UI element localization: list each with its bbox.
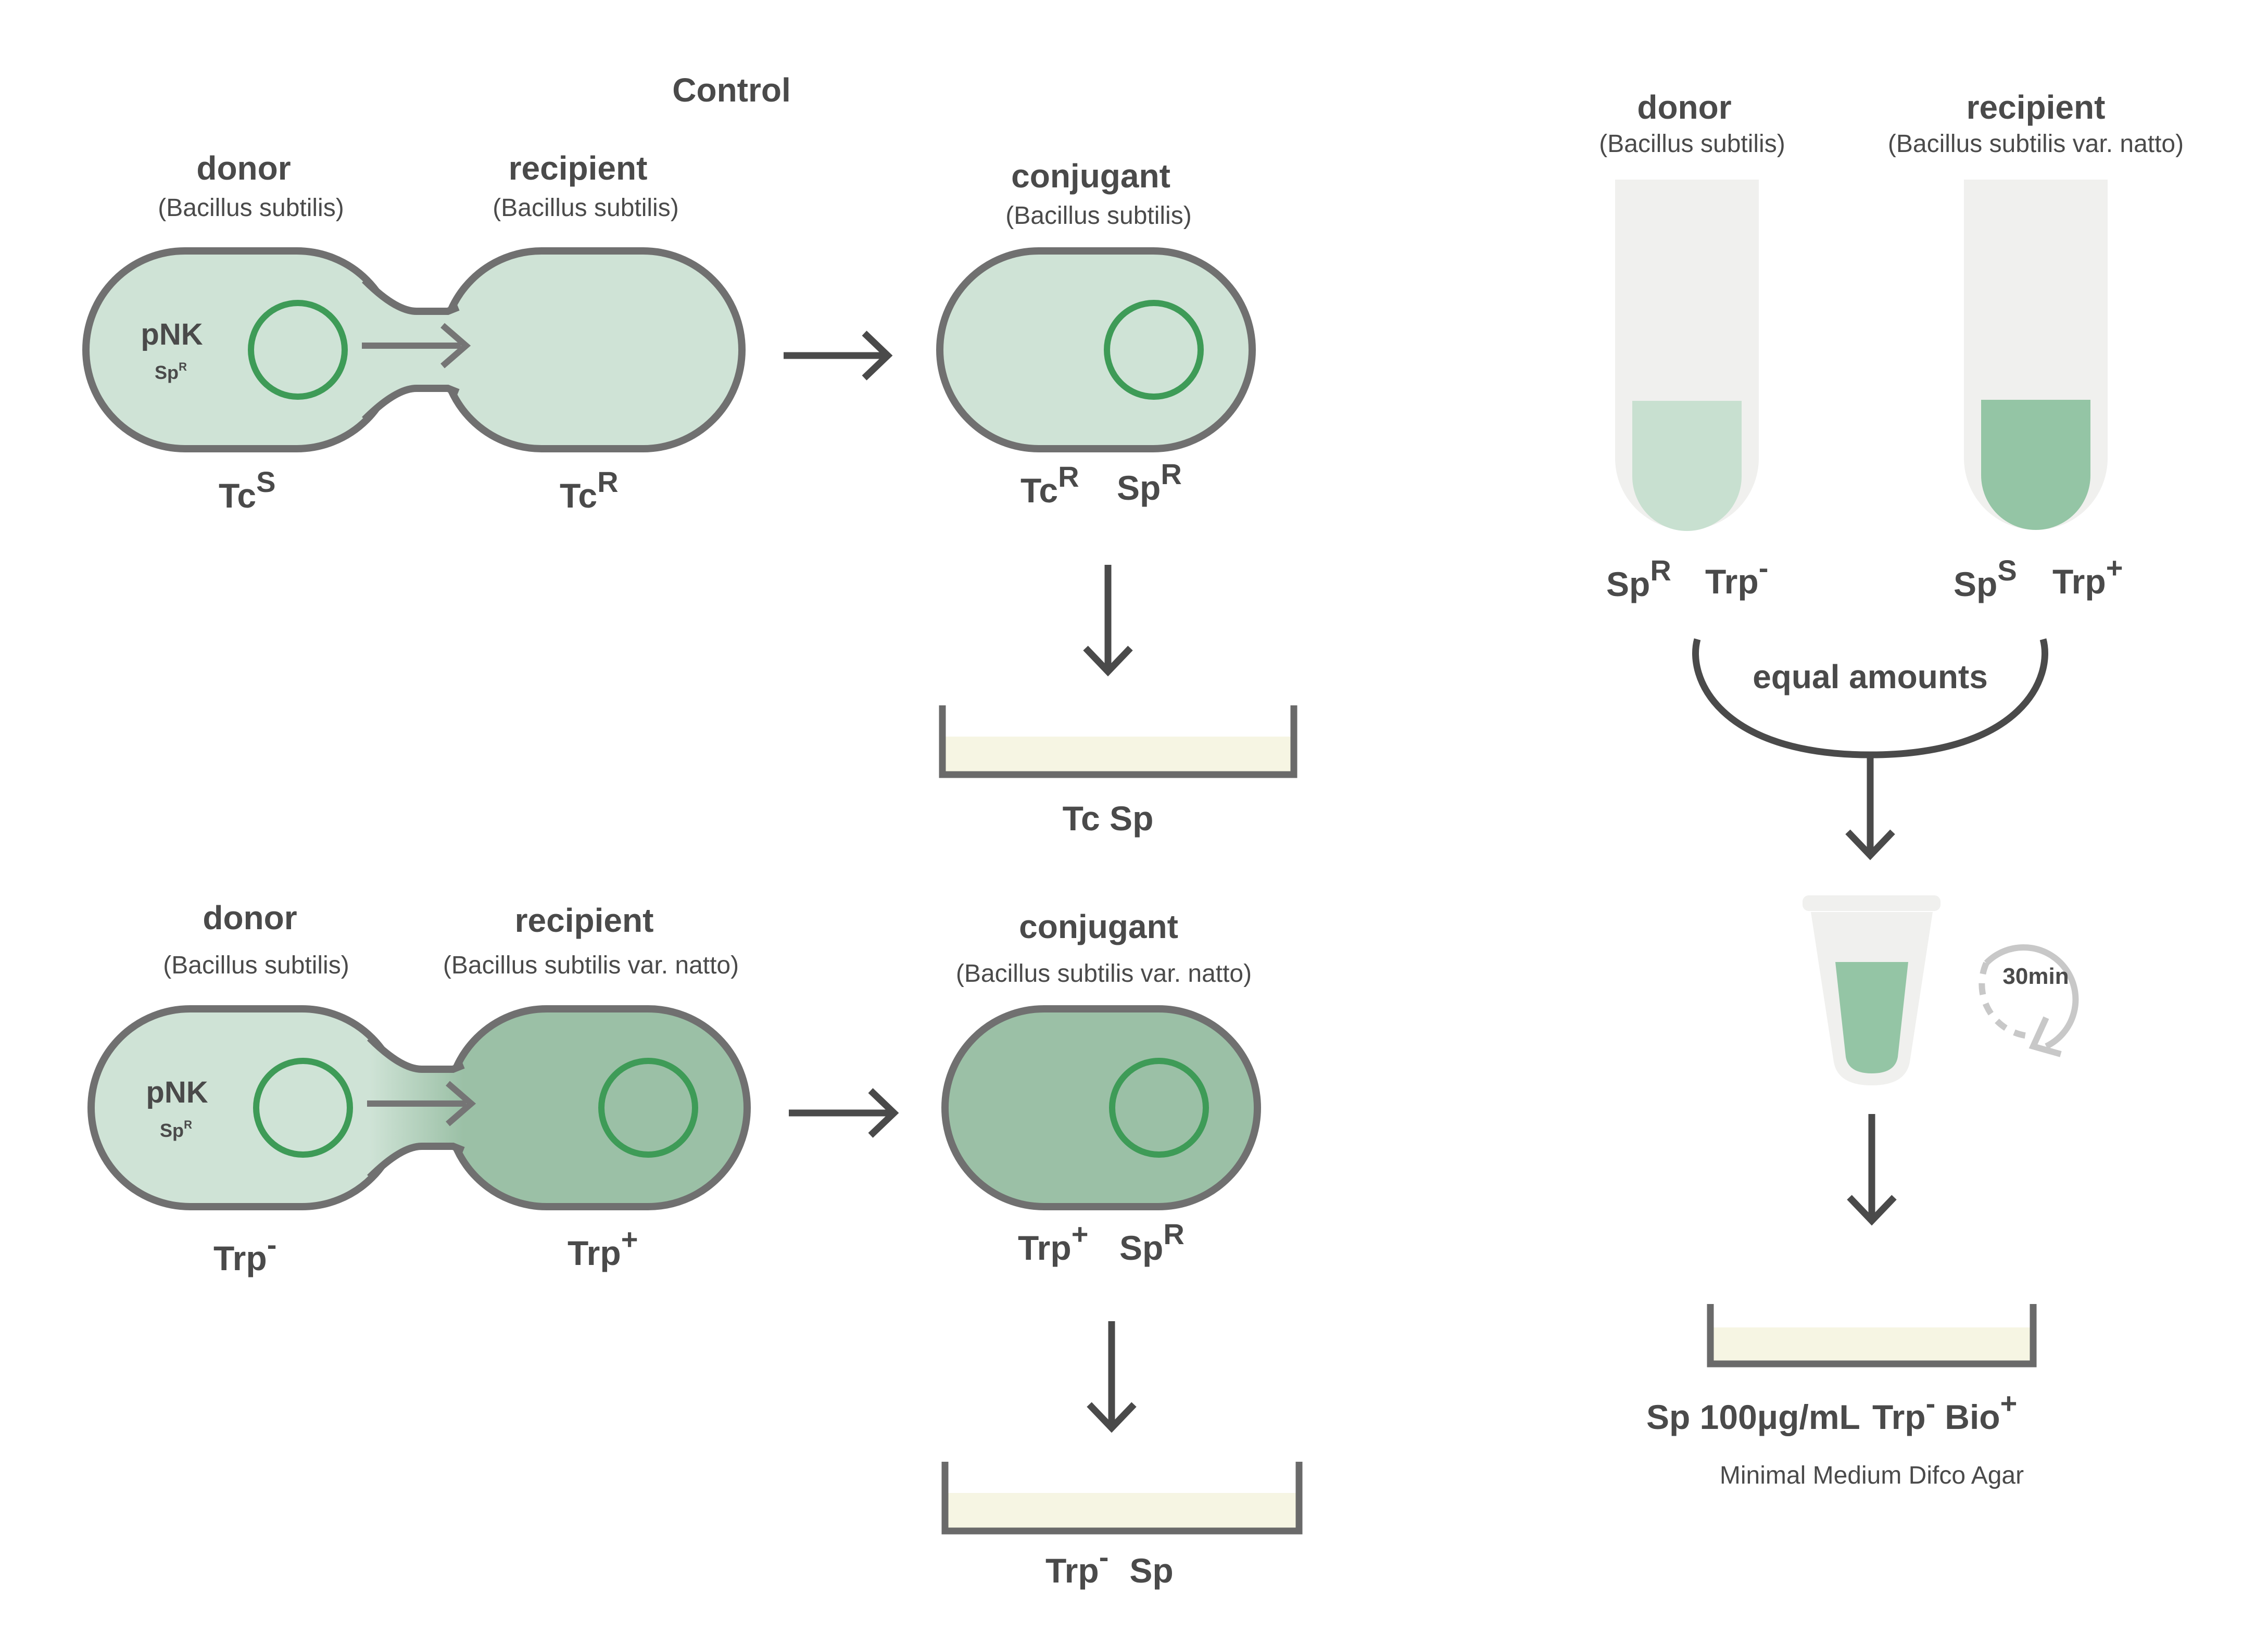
protocol-down-arrow [1849, 1114, 1894, 1221]
control-plasmid-name: pNK [141, 318, 203, 351]
protocol-donor-title: donor [1637, 88, 1731, 126]
protocol-recipient-title: recipient [1967, 88, 2106, 126]
donor-tube-marker-1: SpR [1606, 554, 1671, 603]
control-recipient-cell [443, 251, 742, 449]
exp-right-arrow [789, 1091, 894, 1135]
recipient-tube [1964, 180, 2108, 530]
exp-mating-pair: pNK SpR [91, 1009, 747, 1207]
control-plate-label: Tc Sp [1063, 799, 1154, 838]
control-conjugant-cell [940, 251, 1252, 449]
exp-donor-species: (Bacillus subtilis) [163, 952, 349, 979]
exp-conjugant-marker-1: Trp+ [1018, 1218, 1088, 1267]
exp-donor-title: donor [203, 899, 297, 936]
protocol-medium: Minimal Medium Difco Agar [1720, 1462, 2024, 1489]
control-plate [942, 705, 1294, 775]
protocol-plate-label: Sp 100μg/mL Trp- Bio+ [1646, 1387, 2017, 1436]
recipient-tube-marker-1: SpS [1954, 554, 2017, 603]
mix-label: equal amounts [1753, 658, 1988, 695]
recipient-tube-marker-2: Trp+ [2052, 551, 2123, 601]
control-recipient-marker: TcR [560, 465, 619, 515]
control-conjugant-title: conjugant [1011, 157, 1170, 195]
exp-conjugant-marker-2: SpR [1119, 1218, 1185, 1267]
control-conjugant-marker-2: SpR [1117, 458, 1182, 507]
control-right-arrow [784, 333, 888, 378]
exp-recipient-marker: Trp+ [568, 1223, 638, 1272]
microcentrifuge-tube [1803, 895, 1941, 1085]
control-heading: Control [672, 71, 791, 109]
exp-recipient-cell [448, 1009, 747, 1207]
incubation-time: 30min [2002, 964, 2069, 989]
exp-conjugant-cell [945, 1009, 1257, 1207]
exp-recipient-title: recipient [515, 902, 654, 939]
exp-donor-marker: Trp- [213, 1228, 276, 1277]
control-donor-title: donor [196, 149, 291, 187]
control-donor-cell [86, 251, 396, 449]
exp-donor-cell [91, 1009, 401, 1207]
protocol-plate [1710, 1304, 2033, 1364]
control-mating-pair: pNK SpR [86, 251, 742, 449]
donor-tube [1615, 180, 1759, 531]
control-recipient-title: recipient [509, 149, 648, 187]
exp-plate-label: Trp- Sp [1045, 1540, 1174, 1590]
control-donor-species: (Bacillus subtilis) [158, 194, 344, 222]
donor-tube-marker-2: Trp- [1705, 551, 1768, 601]
exp-conjugant-title: conjugant [1019, 908, 1178, 945]
exp-plasmid-name: pNK [146, 1075, 208, 1109]
exp-recipient-species: (Bacillus subtilis var. natto) [443, 952, 739, 979]
exp-conjugant-species: (Bacillus subtilis var. natto) [956, 960, 1252, 988]
control-donor-marker: TcS [219, 465, 275, 515]
exp-plate [945, 1462, 1299, 1531]
exp-bridge [370, 1038, 463, 1178]
protocol-recipient-species: (Bacillus subtilis var. natto) [1888, 130, 2184, 158]
control-conjugant-marker-1: TcR [1020, 460, 1079, 510]
control-recipient-species: (Bacillus subtilis) [493, 194, 678, 222]
control-bridge [364, 280, 458, 420]
exp-down-arrow [1089, 1321, 1134, 1428]
protocol-donor-species: (Bacillus subtilis) [1599, 130, 1785, 158]
donor-tube-liquid [1632, 401, 1742, 531]
control-down-arrow [1086, 565, 1130, 672]
recipient-tube-liquid [1981, 400, 2090, 530]
control-conjugant-species: (Bacillus subtilis) [1005, 202, 1191, 230]
microcentrifuge-tube-liquid [1835, 962, 1908, 1073]
